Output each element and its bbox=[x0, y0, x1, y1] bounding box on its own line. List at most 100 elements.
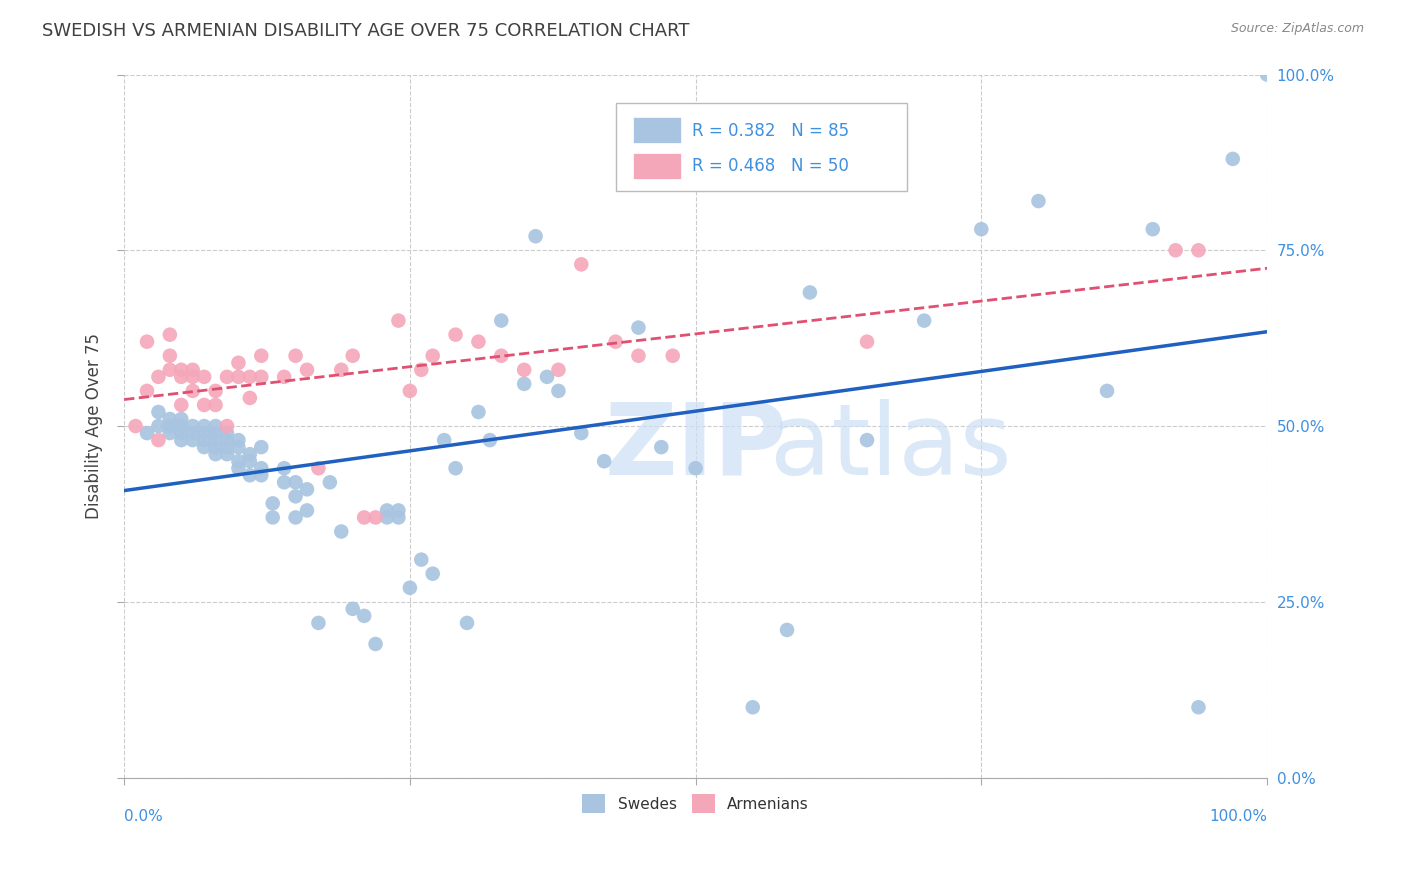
Point bbox=[204, 440, 226, 454]
Point bbox=[1164, 244, 1187, 258]
Point bbox=[136, 334, 159, 349]
Point bbox=[204, 384, 226, 398]
Point bbox=[342, 602, 364, 616]
Point bbox=[605, 334, 627, 349]
Point bbox=[170, 398, 193, 412]
Point bbox=[215, 440, 238, 454]
FancyBboxPatch shape bbox=[633, 118, 681, 144]
Point bbox=[215, 419, 238, 434]
Point bbox=[330, 524, 353, 539]
Point bbox=[159, 426, 181, 441]
Point bbox=[124, 419, 146, 434]
Legend: Swedes, Armenians: Swedes, Armenians bbox=[576, 789, 815, 819]
Point bbox=[159, 349, 181, 363]
Point bbox=[193, 440, 215, 454]
Text: 100.0%: 100.0% bbox=[1209, 809, 1267, 824]
Point bbox=[250, 468, 273, 483]
Point bbox=[204, 398, 226, 412]
Point bbox=[239, 454, 262, 468]
Point bbox=[193, 369, 215, 384]
Point bbox=[1256, 68, 1278, 82]
Point bbox=[181, 433, 204, 447]
Point bbox=[569, 426, 592, 441]
Point bbox=[444, 327, 467, 342]
Y-axis label: Disability Age Over 75: Disability Age Over 75 bbox=[86, 333, 103, 519]
Point bbox=[148, 433, 170, 447]
Point bbox=[284, 489, 307, 503]
Point bbox=[215, 426, 238, 441]
Point bbox=[661, 349, 683, 363]
Text: ZIP: ZIP bbox=[605, 399, 787, 496]
Point bbox=[215, 447, 238, 461]
Point bbox=[513, 363, 536, 377]
Point bbox=[1142, 222, 1164, 236]
Point bbox=[239, 447, 262, 461]
Point bbox=[741, 700, 763, 714]
Point bbox=[776, 623, 799, 637]
Point bbox=[228, 454, 250, 468]
Text: 0.0%: 0.0% bbox=[124, 809, 163, 824]
Point bbox=[411, 552, 433, 566]
Point bbox=[181, 363, 204, 377]
Point bbox=[411, 363, 433, 377]
Point bbox=[239, 391, 262, 405]
Point bbox=[295, 483, 318, 497]
Point bbox=[215, 369, 238, 384]
Point bbox=[193, 419, 215, 434]
Point bbox=[330, 363, 353, 377]
Point bbox=[491, 349, 513, 363]
Point bbox=[273, 461, 295, 475]
Point bbox=[627, 320, 650, 334]
Point bbox=[856, 334, 879, 349]
Point bbox=[1095, 384, 1118, 398]
Point bbox=[239, 369, 262, 384]
Text: Source: ZipAtlas.com: Source: ZipAtlas.com bbox=[1230, 22, 1364, 36]
Point bbox=[856, 433, 879, 447]
Point bbox=[536, 369, 558, 384]
Point bbox=[627, 349, 650, 363]
Point bbox=[1187, 244, 1209, 258]
Point bbox=[228, 440, 250, 454]
Point bbox=[467, 405, 489, 419]
Point bbox=[250, 461, 273, 475]
Point bbox=[547, 363, 569, 377]
Point bbox=[319, 475, 342, 490]
Point bbox=[364, 510, 387, 524]
Point bbox=[513, 376, 536, 391]
Point bbox=[148, 419, 170, 434]
Point bbox=[193, 433, 215, 447]
Point bbox=[204, 433, 226, 447]
Point bbox=[422, 349, 444, 363]
Point bbox=[284, 349, 307, 363]
FancyBboxPatch shape bbox=[633, 153, 681, 178]
Point bbox=[524, 229, 547, 244]
Point bbox=[273, 475, 295, 490]
Point bbox=[685, 461, 707, 475]
Point bbox=[569, 257, 592, 271]
Point bbox=[193, 398, 215, 412]
Point bbox=[1187, 700, 1209, 714]
Point bbox=[262, 510, 284, 524]
Point bbox=[273, 369, 295, 384]
Point bbox=[250, 440, 273, 454]
Point bbox=[387, 313, 409, 327]
Point bbox=[912, 313, 935, 327]
Point bbox=[181, 419, 204, 434]
Point bbox=[204, 447, 226, 461]
Point bbox=[250, 369, 273, 384]
Point bbox=[650, 440, 672, 454]
Point bbox=[307, 615, 329, 630]
Point bbox=[387, 503, 409, 517]
Point bbox=[387, 510, 409, 524]
Point bbox=[1222, 152, 1244, 166]
Point bbox=[181, 369, 204, 384]
Point bbox=[170, 412, 193, 426]
Point bbox=[159, 419, 181, 434]
Point bbox=[181, 384, 204, 398]
Point bbox=[456, 615, 478, 630]
Point bbox=[204, 426, 226, 441]
Point bbox=[228, 461, 250, 475]
Point bbox=[181, 426, 204, 441]
Point bbox=[433, 433, 456, 447]
Point bbox=[799, 285, 821, 300]
